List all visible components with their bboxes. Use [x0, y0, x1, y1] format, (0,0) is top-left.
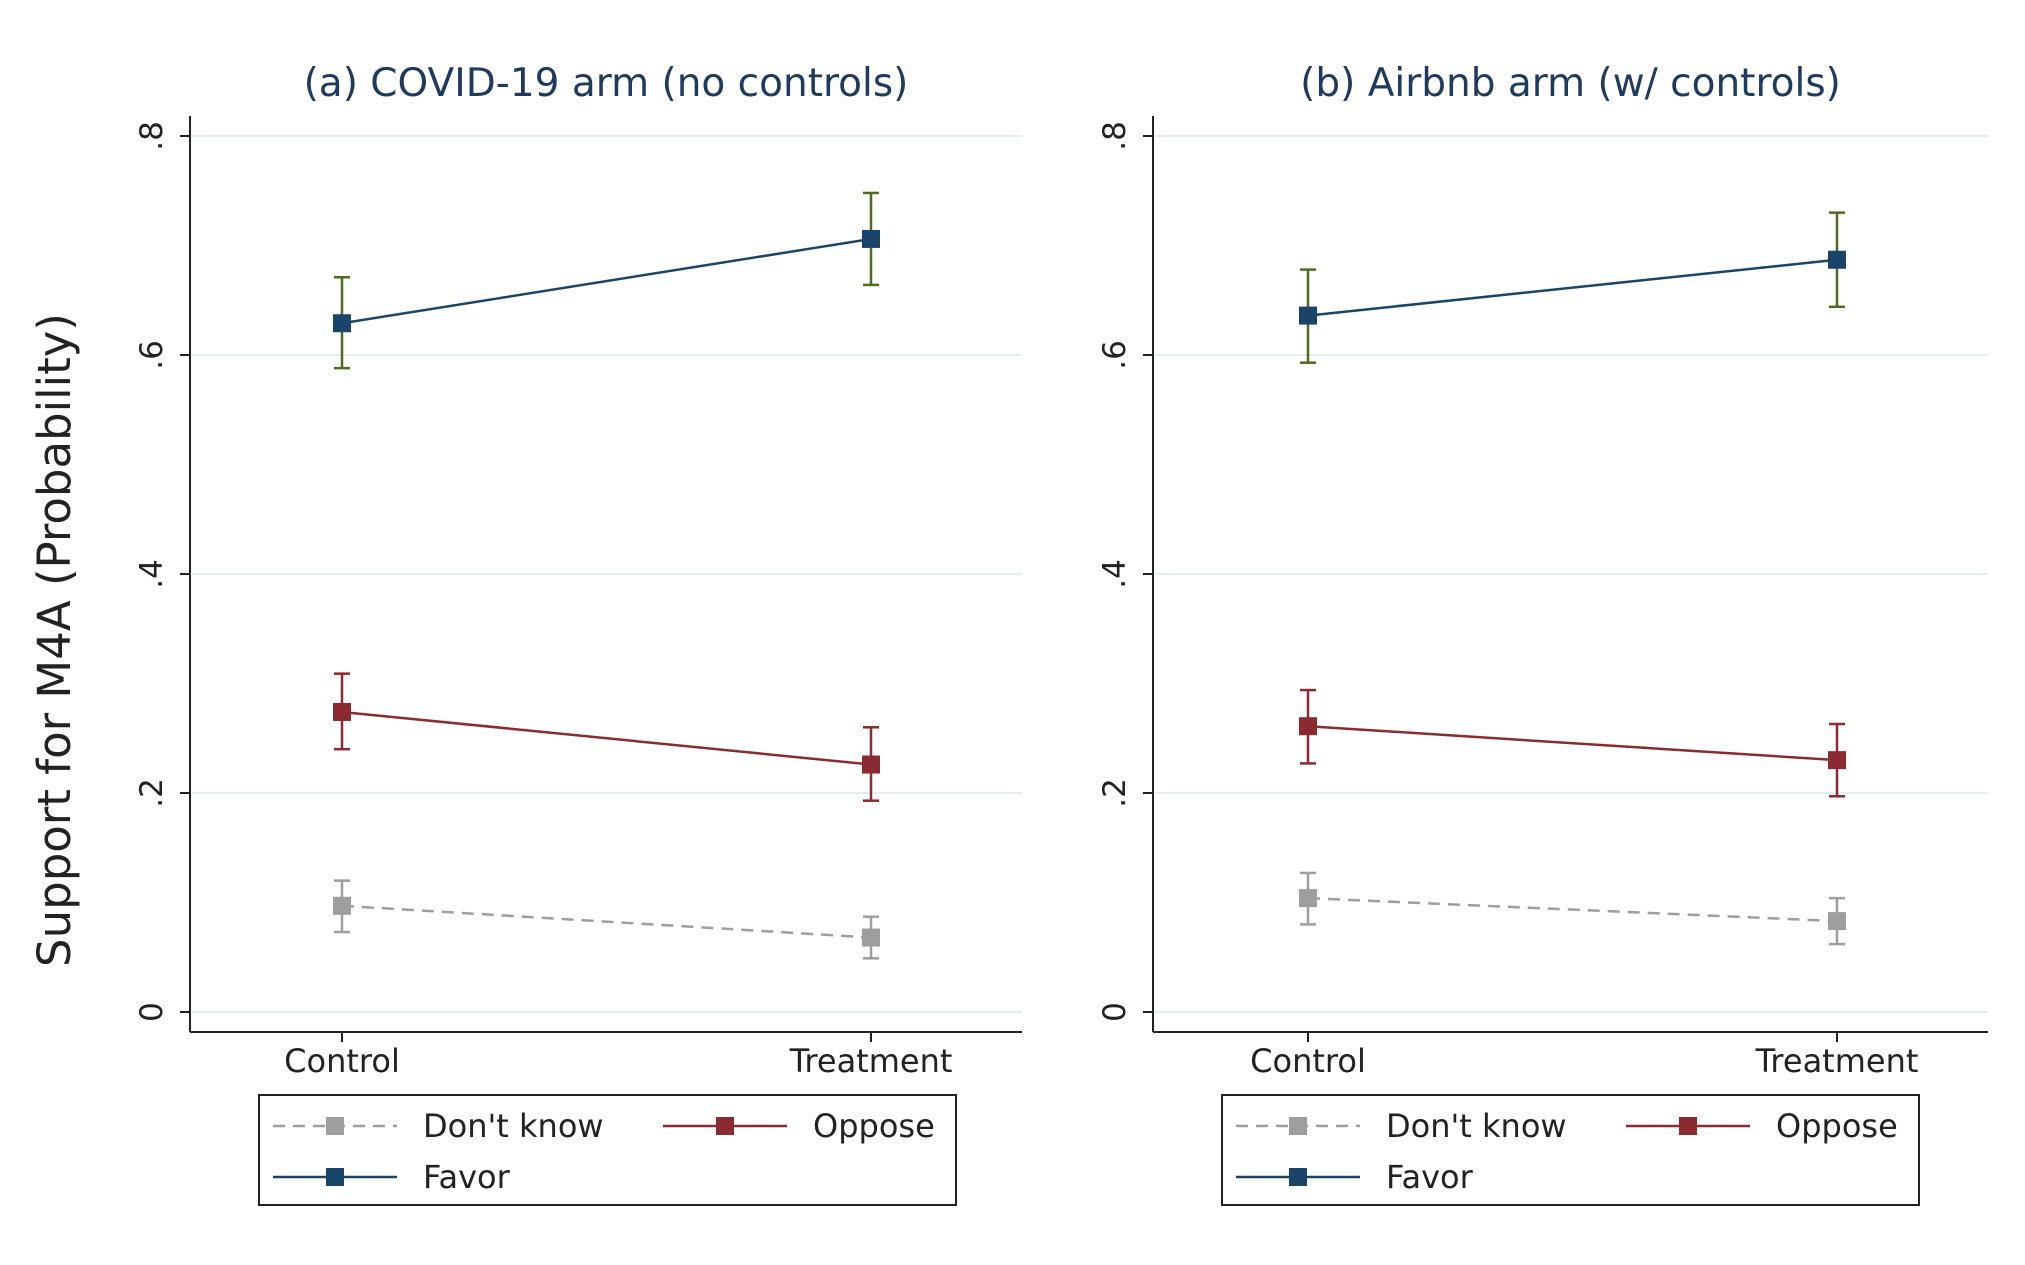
y-axis-label: Support for M4A (Probability) — [28, 313, 81, 967]
panel-a-series-line-favor — [341, 237, 872, 325]
panel-b-x-tick-label: Treatment — [1755, 1042, 1919, 1080]
panel-b-point-dont_know — [1828, 912, 1846, 931]
panel-a-point-favor — [862, 229, 880, 248]
panel-a-x-tick-label: Treatment — [789, 1042, 953, 1080]
panel-a-point-dont_know — [333, 896, 351, 915]
panel-b-y-tick-label: .2 — [1097, 778, 1133, 808]
panel-b: (b) Airbnb arm (w/ controls) 0 .2 .4 .6 .8 Con… — [1097, 61, 1988, 1206]
panel-a-series-line-oppose — [341, 710, 872, 766]
panel-a-legend-marker-dont_know — [326, 1117, 344, 1135]
panel-a-title: (a) COVID-19 arm (no controls) — [304, 61, 909, 106]
panel-b-series-line-favor — [1307, 258, 1838, 317]
panel-b-point-oppose — [1828, 751, 1846, 770]
panel-a-series-line-dont_know — [341, 904, 872, 939]
panel-a-point-favor — [333, 314, 351, 333]
panel-a-y-tick-label: 0 — [134, 1002, 170, 1022]
panel-b-series-line-oppose — [1307, 724, 1838, 762]
panel-b-series-line-dont_know — [1307, 896, 1838, 923]
panel-b-y-tick-label: .6 — [1097, 340, 1133, 370]
panel-b-point-dont_know — [1299, 889, 1317, 908]
panel-a-y-tick-label: .6 — [134, 340, 170, 370]
panel-b-legend-marker-oppose — [1679, 1117, 1697, 1135]
panel-a-legend-label-favor: Favor — [423, 1158, 511, 1196]
panel-a-point-dont_know — [862, 928, 880, 947]
panel-b-point-favor — [1828, 250, 1846, 269]
panel-b-x-tick-label: Control — [1250, 1042, 1366, 1080]
panel-a-legend-label-dont_know: Don't know — [423, 1107, 604, 1145]
panel-b-legend-marker-dont_know — [1289, 1117, 1307, 1135]
panel-a-y-tick-label: .4 — [134, 559, 170, 589]
panel-a-legend-box — [258, 1094, 957, 1206]
panel-b-legend-marker-favor — [1289, 1168, 1307, 1186]
panel-b-point-oppose — [1299, 717, 1317, 736]
panel-b-point-favor — [1299, 306, 1317, 325]
panel-a-y-tick-label: .2 — [134, 778, 170, 808]
panel-b-legend-label-oppose: Oppose — [1776, 1107, 1898, 1145]
panel-b-y-tick-label: .4 — [1097, 559, 1133, 589]
panel-b-y-tick-label: 0 — [1097, 1002, 1133, 1022]
panel-a-y-tick-label: .8 — [134, 121, 170, 151]
panel-a-point-oppose — [333, 702, 351, 721]
panel-a-point-oppose — [862, 755, 880, 774]
panel-b-legend-box — [1221, 1094, 1920, 1206]
panel-b-legend-label-dont_know: Don't know — [1386, 1107, 1567, 1145]
panel-a-x-tick-label: Control — [284, 1042, 400, 1080]
panel-b-y-tick-label: .8 — [1097, 121, 1133, 151]
panel-a: (a) COVID-19 arm (no controls) 0 .2 .4 .6 .8 C… — [134, 61, 1022, 1206]
panel-a-legend-marker-favor — [326, 1168, 344, 1186]
panel-a-legend-label-oppose: Oppose — [813, 1107, 935, 1145]
panel-b-title: (b) Airbnb arm (w/ controls) — [1300, 61, 1841, 106]
panel-a-legend-marker-oppose — [716, 1117, 734, 1135]
panel-b-legend-label-favor: Favor — [1386, 1158, 1474, 1196]
